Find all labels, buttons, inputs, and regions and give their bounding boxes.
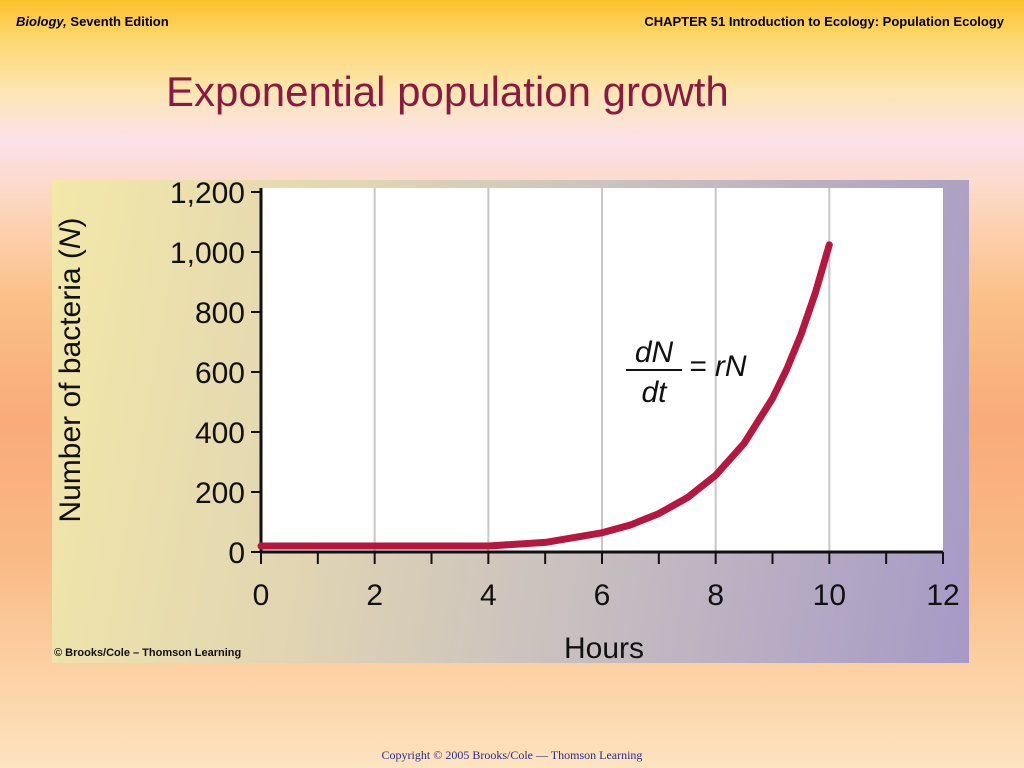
y-tick-label: 200	[195, 477, 245, 510]
chapter-title: CHAPTER 51 Introduction to Ecology: Popu…	[644, 14, 1004, 29]
equation-rhs: = rN	[689, 350, 747, 383]
book-title: Biology, Seventh Edition	[16, 14, 169, 29]
y-tick-labels: 0 200 400 600 800 1,000 1,200	[170, 180, 245, 570]
slide-title: Exponential population growth	[166, 68, 729, 115]
x-tick-label: 4	[480, 579, 497, 612]
book-name: Biology,	[16, 14, 67, 29]
footer-copyright: Copyright © 2005 Brooks/Cole — Thomson L…	[381, 748, 643, 762]
y-tick-label: 1,200	[170, 180, 245, 210]
equation-numerator: dN	[635, 336, 674, 369]
series-curve	[257, 241, 833, 550]
x-tick-label: 10	[813, 579, 846, 612]
y-tick-label: 400	[195, 417, 245, 450]
tick-marks	[251, 191, 944, 564]
x-tick-label: 0	[253, 579, 270, 612]
equation-denominator: dt	[641, 376, 668, 409]
grid-lines	[373, 188, 831, 552]
y-tick-label: 1,000	[170, 237, 245, 270]
x-tick-label: 8	[707, 579, 724, 612]
x-tick-label: 6	[594, 579, 611, 612]
x-tick-label: 2	[366, 579, 383, 612]
book-edition: Seventh Edition	[66, 14, 169, 29]
y-tick-label: 800	[195, 297, 245, 330]
y-tick-label: 0	[228, 537, 245, 570]
growth-figure: 0 200 400 600 800 1,000 1,200 0 2 4 6 8 10 12 Hours …	[52, 180, 969, 663]
x-tick-labels: 0 2 4 6 8 10 12	[253, 579, 960, 612]
x-axis-label: Hours	[564, 632, 644, 663]
growth-equation: dN dt = rN	[626, 336, 747, 409]
y-tick-label: 600	[195, 357, 245, 390]
x-tick-label: 12	[926, 579, 959, 612]
figure-credit: © Brooks/Cole – Thomson Learning	[54, 647, 242, 659]
y-axis-label: Number of bacteria (N)	[54, 217, 87, 522]
